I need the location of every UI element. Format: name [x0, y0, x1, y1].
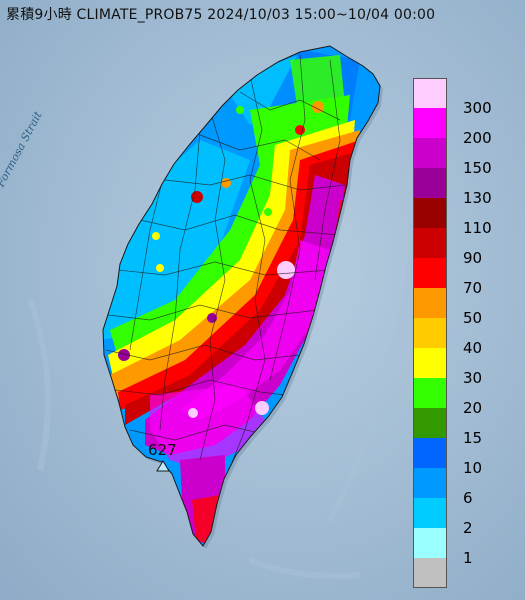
- triangle-marker-icon: [156, 460, 170, 472]
- legend-label: 15: [463, 429, 483, 447]
- legend-swatch: [413, 108, 447, 138]
- legend-item: 50: [413, 288, 513, 327]
- legend-item: 6: [413, 468, 513, 507]
- legend-label: 20: [463, 399, 483, 417]
- legend-item: 2: [413, 498, 513, 537]
- legend-label: 6: [463, 489, 473, 507]
- legend-item: 40: [413, 318, 513, 357]
- legend-swatch: [413, 138, 447, 168]
- legend-swatch: [413, 258, 447, 288]
- legend-swatch: [413, 318, 447, 348]
- legend-item: 150: [413, 138, 513, 177]
- peak-value-label: 627: [148, 441, 177, 459]
- legend-swatch: [413, 228, 447, 258]
- legend-item: 90: [413, 228, 513, 267]
- legend-item: 20: [413, 378, 513, 417]
- legend-label: 200: [463, 129, 492, 147]
- legend-item: 15: [413, 408, 513, 447]
- legend-item: 70: [413, 258, 513, 297]
- legend-item: 1: [413, 528, 513, 567]
- legend-swatch: [413, 498, 447, 528]
- legend: 300 200 150 130 110 90 70 50 40 30 20 15 10 6 2 1: [413, 78, 513, 588]
- legend-label: 300: [463, 99, 492, 117]
- legend-label: 2: [463, 519, 473, 537]
- legend-swatch: [413, 528, 447, 558]
- legend-label: 30: [463, 369, 483, 387]
- legend-label: 130: [463, 189, 492, 207]
- seafloor-texture: [27, 118, 415, 579]
- legend-swatch: [413, 78, 447, 108]
- legend-label: 1: [463, 549, 473, 567]
- island-outline: [102, 45, 381, 547]
- legend-item: 30: [413, 348, 513, 387]
- legend-label: 50: [463, 309, 483, 327]
- legend-item: 300: [413, 78, 513, 117]
- legend-swatch: [413, 378, 447, 408]
- legend-item: 110: [413, 198, 513, 237]
- legend-swatch: [413, 198, 447, 228]
- legend-item: [413, 558, 513, 588]
- legend-label: 150: [463, 159, 492, 177]
- legend-item: 200: [413, 108, 513, 147]
- legend-label: 40: [463, 339, 483, 357]
- legend-swatch: [413, 408, 447, 438]
- district-boundaries: [105, 54, 346, 481]
- legend-swatch: [413, 468, 447, 498]
- legend-swatch: [413, 288, 447, 318]
- legend-label: 90: [463, 249, 483, 267]
- legend-swatch: [413, 168, 447, 198]
- legend-swatch: [413, 558, 447, 588]
- legend-label: 110: [463, 219, 492, 237]
- map-title: 累積9小時 CLIMATE_PROB75 2024/10/03 15:00~10…: [6, 7, 436, 23]
- legend-item: 10: [413, 438, 513, 477]
- legend-swatch: [413, 348, 447, 378]
- legend-swatch: [413, 438, 447, 468]
- legend-label: 10: [463, 459, 483, 477]
- legend-label: 70: [463, 279, 483, 297]
- legend-item: 130: [413, 168, 513, 207]
